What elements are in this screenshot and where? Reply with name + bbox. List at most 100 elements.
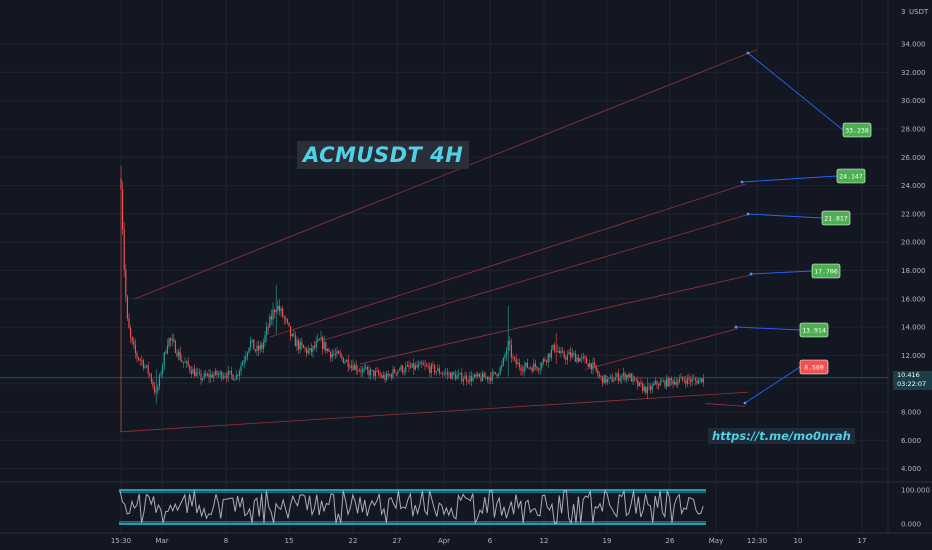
candle-body bbox=[472, 376, 474, 382]
telegram-link[interactable]: https://t.me/mo0nrah bbox=[708, 428, 855, 444]
candle-body bbox=[586, 358, 588, 364]
candle-body bbox=[701, 377, 703, 383]
currency-label: USDT bbox=[909, 8, 929, 16]
candle-body bbox=[514, 357, 516, 359]
candle-body bbox=[150, 374, 152, 382]
candle-body bbox=[181, 360, 183, 362]
y-tick-label: 34.000 bbox=[901, 41, 926, 49]
candle-body bbox=[381, 375, 383, 378]
candle-body bbox=[424, 365, 426, 367]
candle-body bbox=[128, 318, 130, 329]
x-tick-label: Mar bbox=[155, 537, 168, 545]
candle-body bbox=[435, 370, 437, 373]
candle-body bbox=[490, 376, 492, 381]
candle-body bbox=[605, 375, 607, 383]
candle-body bbox=[434, 365, 436, 373]
countdown: 03:22:07 bbox=[897, 380, 927, 388]
candle-body bbox=[376, 371, 378, 372]
candle-body bbox=[640, 382, 642, 384]
candle-body bbox=[315, 341, 317, 348]
candle-body bbox=[251, 339, 253, 341]
candle-body bbox=[213, 375, 215, 378]
candle-body bbox=[467, 381, 469, 382]
candle-body bbox=[454, 374, 456, 380]
candle-body bbox=[146, 365, 148, 367]
candle-body bbox=[475, 374, 477, 377]
candle-body bbox=[525, 362, 527, 367]
candle-body bbox=[528, 367, 530, 369]
candle-body bbox=[390, 374, 392, 378]
candle-body bbox=[325, 342, 327, 352]
candle-body bbox=[526, 362, 528, 369]
candle-body bbox=[502, 357, 504, 365]
candle-body bbox=[397, 370, 399, 374]
candle-body bbox=[664, 380, 666, 387]
oscillator-pane: 100.000 0.000 bbox=[119, 487, 930, 529]
candle-body bbox=[646, 386, 648, 393]
candle-body bbox=[464, 375, 466, 380]
candle-body bbox=[192, 369, 194, 374]
candle-body bbox=[189, 365, 191, 371]
candle-body bbox=[322, 337, 324, 349]
candle-body bbox=[531, 367, 533, 372]
candle-body bbox=[254, 349, 256, 352]
candle-body bbox=[536, 366, 538, 370]
grid-lines bbox=[0, 0, 888, 533]
candle-body bbox=[568, 352, 570, 355]
candle-body bbox=[341, 355, 343, 358]
candle-body bbox=[443, 373, 445, 374]
candle-body bbox=[624, 372, 626, 380]
y-tick-label: 22.000 bbox=[901, 210, 926, 218]
candle-body bbox=[238, 371, 240, 376]
candle-body bbox=[594, 362, 596, 366]
candle-body bbox=[602, 376, 604, 384]
candle-body bbox=[440, 373, 442, 375]
target-arrow-line bbox=[741, 175, 838, 183]
candle-body bbox=[299, 342, 301, 350]
target-arrow-anchor bbox=[746, 51, 750, 55]
candle-body bbox=[470, 375, 472, 382]
candle-body bbox=[363, 368, 365, 370]
osc-tick-label: 100.000 bbox=[901, 487, 930, 495]
current-price-badge: 10.416 03:22:07 bbox=[893, 371, 932, 390]
candle-body bbox=[685, 380, 687, 384]
candle-body bbox=[339, 353, 341, 356]
candle-body bbox=[221, 371, 223, 379]
candle-body bbox=[629, 373, 631, 378]
candle-body bbox=[450, 373, 452, 379]
candle-body bbox=[478, 373, 480, 377]
candle-body bbox=[422, 364, 424, 366]
candle-body bbox=[144, 366, 146, 368]
candle-body bbox=[618, 373, 620, 381]
candle-body bbox=[558, 350, 560, 353]
candle-body bbox=[142, 360, 144, 368]
candle-body bbox=[442, 373, 444, 375]
candle-body bbox=[282, 308, 284, 317]
candle-body bbox=[165, 352, 167, 354]
candle-body bbox=[659, 381, 661, 386]
y-tick-label: 24.000 bbox=[901, 182, 926, 190]
candle-body bbox=[613, 380, 615, 382]
candle-body bbox=[298, 340, 300, 350]
candle-body bbox=[670, 377, 672, 381]
candle-body bbox=[555, 350, 557, 352]
candle-body bbox=[642, 383, 644, 391]
candle-body bbox=[392, 369, 394, 378]
candle-body bbox=[507, 340, 509, 351]
trend-line bbox=[119, 391, 749, 433]
candle-body bbox=[413, 363, 415, 370]
candlesticks bbox=[120, 165, 704, 432]
trend-line bbox=[584, 328, 739, 370]
candle-body bbox=[578, 357, 580, 362]
candle-body bbox=[182, 361, 184, 363]
candle-body bbox=[267, 327, 269, 329]
candle-body bbox=[326, 349, 328, 352]
candle-body bbox=[416, 365, 418, 367]
x-tick-label: 15 bbox=[285, 537, 294, 545]
candle-body bbox=[462, 379, 464, 382]
target-badge-label: 17.706 bbox=[814, 268, 838, 276]
candle-body bbox=[643, 386, 645, 391]
candle-body bbox=[693, 378, 695, 380]
candle-body bbox=[368, 370, 370, 376]
